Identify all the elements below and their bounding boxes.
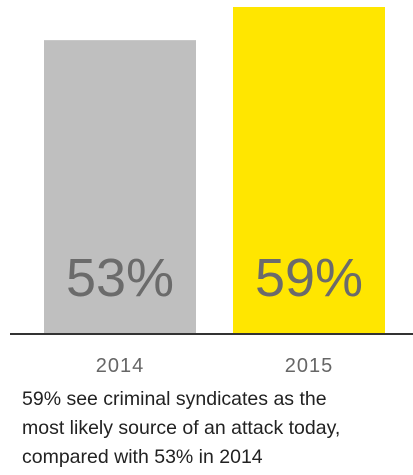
- bar-2014: [44, 40, 196, 334]
- bar-2015: [233, 7, 385, 333]
- bar-chart: 53% 2014 59% 2015: [10, 7, 413, 377]
- caption-line-3: compared with 53% in 2014: [22, 446, 263, 468]
- chart-caption: 59% see criminal syndicates as the most …: [22, 385, 407, 472]
- value-label-2014: 53%: [66, 248, 174, 308]
- caption-line-1: 59% see criminal syndicates as the: [22, 388, 327, 410]
- x-tick-label-2014: 2014: [96, 355, 145, 377]
- x-tick-label-2015: 2015: [285, 355, 334, 377]
- caption-line-2: most likely source of an attack today,: [22, 417, 341, 439]
- value-label-2015: 59%: [255, 248, 363, 308]
